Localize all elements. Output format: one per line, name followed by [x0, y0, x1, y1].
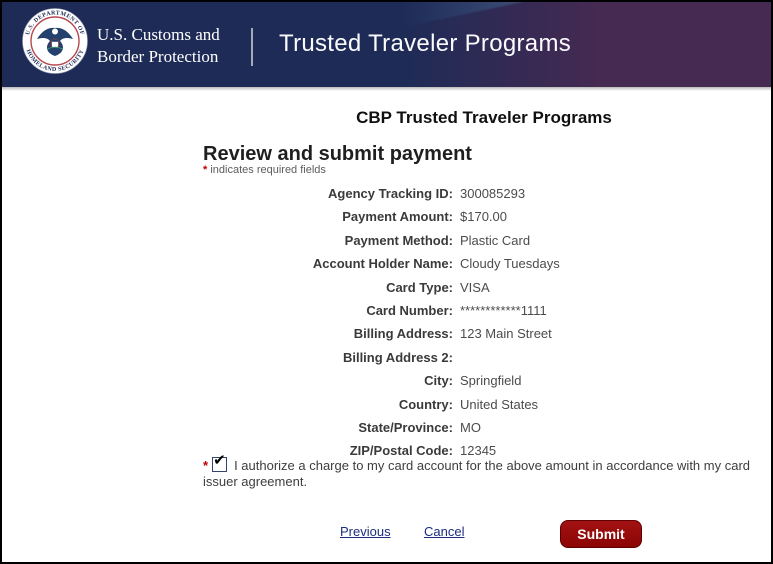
header-shadow	[2, 87, 771, 91]
field-row: Payment Method: Plastic Card	[203, 229, 765, 252]
required-note-text: indicates required fields	[210, 164, 326, 176]
field-value: 123 Main Street	[460, 326, 552, 342]
authorization-row: * ✔ I authorize a charge to my card accoun…	[203, 453, 769, 489]
header-divider	[251, 28, 253, 66]
field-value: $170.00	[460, 209, 507, 225]
field-row: Card Type: VISA	[203, 276, 765, 299]
field-value: Cloudy Tuesdays	[460, 256, 560, 272]
field-label: Account Holder Name:	[312, 256, 453, 272]
cancel-link[interactable]: Cancel	[424, 524, 465, 539]
checkmark-icon: ✔	[213, 452, 226, 469]
required-note: * indicates required fields	[203, 164, 326, 176]
field-label: City:	[424, 373, 453, 389]
field-value: ************1111	[460, 302, 547, 318]
field-value	[453, 346, 460, 369]
field-label: Agency Tracking ID:	[328, 186, 453, 201]
field-row: Country: United States	[203, 393, 765, 416]
field-value: 12345	[460, 443, 497, 459]
field-label: Billing Address:	[353, 326, 453, 342]
field-label: Payment Method:	[344, 232, 453, 248]
cbp-header: U.S. DEPARTMENT OF HOMELAND SECURITY U.S…	[2, 2, 771, 87]
authorization-label: I authorize a charge to my card account …	[203, 458, 750, 489]
field-value: MO	[460, 419, 481, 435]
field-label: Card Type:	[386, 279, 453, 295]
agency-name-line2: Border Protection	[97, 47, 219, 66]
page-title: CBP Trusted Traveler Programs	[356, 108, 612, 128]
field-label: Card Number:	[366, 302, 453, 318]
field-row: City: Springfield	[203, 369, 765, 392]
field-label: State/Province:	[358, 419, 453, 435]
field-row: Payment Amount: $170.00	[203, 205, 765, 228]
dhs-seal-icon: U.S. DEPARTMENT OF HOMELAND SECURITY	[22, 8, 88, 74]
required-asterisk: *	[203, 458, 209, 473]
field-label: Payment Amount:	[342, 209, 453, 225]
field-value: VISA	[460, 279, 490, 295]
field-row: Account Holder Name: Cloudy Tuesdays	[203, 252, 765, 275]
field-label: Billing Address 2:	[342, 349, 453, 365]
field-value: 300085293	[460, 186, 526, 201]
submit-button[interactable]: Submit	[560, 520, 642, 548]
field-value: United States	[460, 396, 539, 412]
payment-summary: Agency Tracking ID: 300085293 Payment Amou…	[203, 182, 765, 463]
field-value: Springfield	[460, 373, 522, 389]
agency-name-line1: U.S. Customs and	[97, 25, 220, 44]
previous-link[interactable]: Previous	[340, 524, 391, 539]
agency-name: U.S. Customs and Border Protection	[97, 24, 220, 68]
field-row: State/Province: MO	[203, 416, 765, 439]
field-row: ZIP/Postal Code: 12345	[203, 439, 765, 462]
app-title: Trusted Traveler Programs	[279, 30, 572, 57]
field-row: Agency Tracking ID: 300085293	[203, 182, 765, 205]
field-row: Billing Address 2:	[203, 346, 765, 369]
field-value: Plastic Card	[460, 232, 531, 248]
field-label: Country:	[398, 396, 453, 412]
required-asterisk: *	[203, 164, 208, 176]
field-label: ZIP/Postal Code:	[349, 443, 453, 459]
form-actions: Previous Cancel Submit	[203, 517, 765, 551]
section-heading: Review and submit payment	[203, 142, 472, 165]
field-row: Billing Address: 123 Main Street	[203, 322, 765, 345]
field-row: Card Number: ************1111	[203, 299, 765, 322]
authorize-checkbox[interactable]: ✔	[212, 453, 228, 472]
